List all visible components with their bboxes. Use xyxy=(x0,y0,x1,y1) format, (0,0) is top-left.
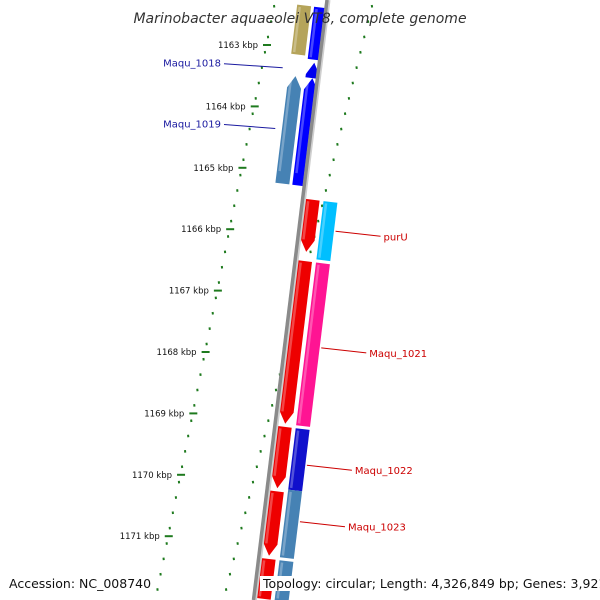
tick-label: 1165 kbp xyxy=(193,164,233,174)
gene-feature xyxy=(288,428,310,492)
gene-feature xyxy=(296,262,330,427)
tick-label: 1169 kbp xyxy=(144,409,184,419)
kbp-tick: 1171 kbp xyxy=(120,532,173,542)
gene-feature xyxy=(292,78,318,187)
kbp-tick: 1170 kbp xyxy=(132,471,186,481)
gene-label: Maqu_1019 xyxy=(163,120,276,131)
gene-label-text: Maqu_1023 xyxy=(348,523,406,534)
gene-label-text: Maqu_1018 xyxy=(163,59,221,70)
gene-label: Maqu_1023 xyxy=(299,521,406,534)
gene-feature xyxy=(300,198,320,252)
tick-label: 1171 kbp xyxy=(120,532,160,542)
backbone-line xyxy=(251,0,329,600)
tick-label: 1167 kbp xyxy=(169,287,209,297)
topology-text: Topology: circular; Length: 4,326,849 bp… xyxy=(260,576,600,591)
tick-label: 1163 kbp xyxy=(218,41,258,51)
gene-label-text: Maqu_1021 xyxy=(369,349,427,360)
tick-label: 1164 kbp xyxy=(206,102,246,112)
kbp-tick: 1167 kbp xyxy=(169,287,222,297)
kbp-ticks: 1163 kbp 1164 kbp 1165 kbp 1166 kbp 1167 kbp… xyxy=(120,41,271,542)
gene-features xyxy=(256,4,338,600)
accession-text: Accession: NC_008740 xyxy=(9,576,152,591)
gene-feature xyxy=(279,260,312,424)
gene-feature xyxy=(291,4,312,56)
genome-backbone xyxy=(251,0,331,600)
map-title: Marinobacter aquaeolei VT8, complete gen… xyxy=(133,11,466,27)
gene-feature xyxy=(263,490,284,556)
kbp-tick: 1168 kbp xyxy=(157,348,210,358)
gene-label-text: purU xyxy=(384,232,408,243)
kbp-tick: 1163 kbp xyxy=(218,41,271,51)
gene-labels: Maqu_1018 Maqu_1019 purU Maqu_1021 Maqu_1022… xyxy=(163,59,427,534)
gene-label: Maqu_1022 xyxy=(306,464,413,477)
gene-feature xyxy=(271,426,292,489)
gene-label-text: Maqu_1022 xyxy=(355,466,413,477)
gene-label: purU xyxy=(335,230,408,243)
gene-feature xyxy=(279,489,303,559)
tick-label: 1166 kbp xyxy=(181,225,221,235)
tick-label: 1170 kbp xyxy=(132,471,172,481)
kbp-tick: 1164 kbp xyxy=(206,102,259,112)
kbp-tick: 1166 kbp xyxy=(181,225,235,235)
kbp-tick: 1169 kbp xyxy=(144,409,198,419)
kbp-tick: 1165 kbp xyxy=(193,164,247,174)
gene-label: Maqu_1021 xyxy=(321,347,427,360)
tick-label: 1168 kbp xyxy=(157,348,197,358)
gene-feature xyxy=(316,201,338,262)
gene-label: Maqu_1018 xyxy=(163,59,283,70)
gene-feature xyxy=(275,76,301,185)
gene-label-text: Maqu_1019 xyxy=(163,120,221,131)
